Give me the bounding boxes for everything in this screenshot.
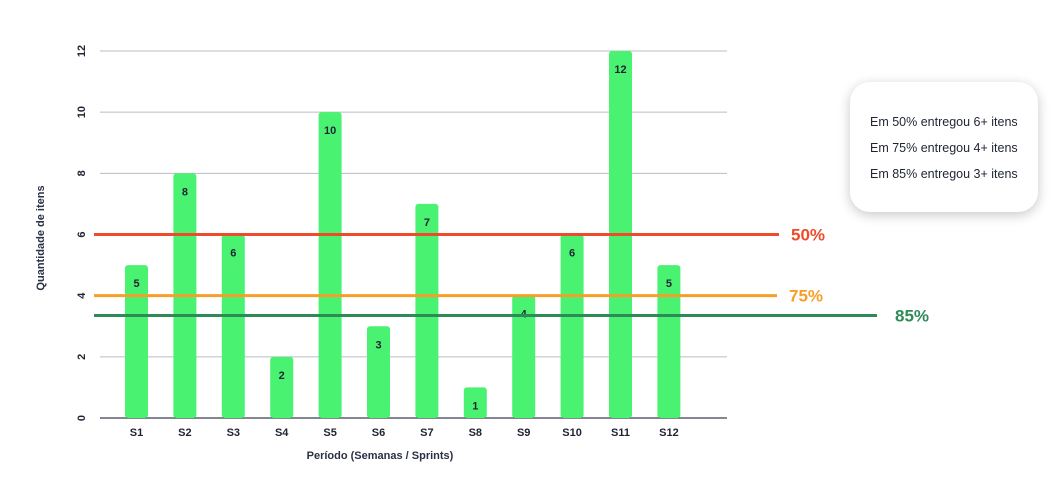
- bar-value-label: 6: [230, 248, 236, 260]
- bar-value-label: 1: [472, 400, 478, 412]
- y-tick-label: 6: [76, 231, 88, 237]
- y-tick-label: 12: [76, 45, 88, 57]
- y-tick-label: 4: [76, 292, 88, 299]
- x-tick-label: S2: [178, 427, 191, 439]
- callout-line: Em 85% entregou 3+ itens: [870, 167, 1018, 181]
- bar-value-labels: 58621037146125: [133, 64, 672, 412]
- x-tick-label: S5: [323, 427, 336, 439]
- x-tick-label: S9: [517, 427, 530, 439]
- bar-value-label: 2: [279, 370, 285, 382]
- y-tick-labels: 0 2 4 6 8 10 12: [76, 45, 88, 421]
- callout-bubble: Em 50% entregou 6+ itens Em 75% entregou…: [850, 82, 1038, 212]
- bar-value-label: 8: [182, 186, 188, 198]
- reference-line-label: 50%: [791, 226, 825, 245]
- bar: [270, 356, 294, 418]
- bar: [125, 265, 148, 418]
- bar: [318, 112, 342, 419]
- bar-value-label: 5: [133, 278, 139, 290]
- bar: [657, 265, 681, 418]
- x-tick-label: S1: [130, 427, 143, 439]
- bar-value-label: 5: [666, 278, 672, 290]
- x-tick-label: S10: [562, 427, 582, 439]
- bar: [415, 203, 439, 418]
- bar: [463, 387, 487, 418]
- y-tick-label: 10: [76, 106, 88, 118]
- bar-value-label: 3: [375, 339, 381, 351]
- x-tick-label: S3: [227, 427, 240, 439]
- callout-line: Em 50% entregou 6+ itens: [870, 115, 1018, 129]
- bars: [125, 51, 681, 419]
- reference-line-label: 85%: [895, 307, 929, 326]
- reference-lines: 50% 75% 85%: [94, 226, 929, 326]
- x-tick-labels: S1 S2 S3 S4 S5 S6 S7 S8 S9 S10 S11 S12: [130, 427, 679, 439]
- x-axis-title: Período (Semanas / Sprints): [307, 450, 454, 462]
- bar-value-label: 7: [424, 217, 430, 229]
- y-tick-label: 8: [76, 170, 88, 176]
- x-tick-label: S8: [469, 427, 482, 439]
- x-tick-label: S4: [275, 427, 289, 439]
- x-tick-label: S12: [659, 427, 679, 439]
- bar: [367, 326, 390, 418]
- bar-value-label: 10: [324, 125, 336, 137]
- y-tick-label: 2: [76, 354, 88, 360]
- x-tick-label: S6: [372, 427, 385, 439]
- x-tick-label: S11: [611, 427, 630, 439]
- x-tick-label: S7: [420, 427, 433, 439]
- y-axis-title: Quantidade de itens: [35, 185, 47, 290]
- reference-line-label: 75%: [789, 287, 823, 306]
- bar: [512, 295, 536, 418]
- callout-line: Em 75% entregou 4+ itens: [870, 141, 1018, 155]
- y-tick-label: 0: [76, 415, 88, 421]
- bar: [560, 234, 584, 418]
- bar-value-label: 6: [569, 248, 575, 260]
- bar: [221, 234, 245, 418]
- bar-value-label: 12: [614, 64, 626, 76]
